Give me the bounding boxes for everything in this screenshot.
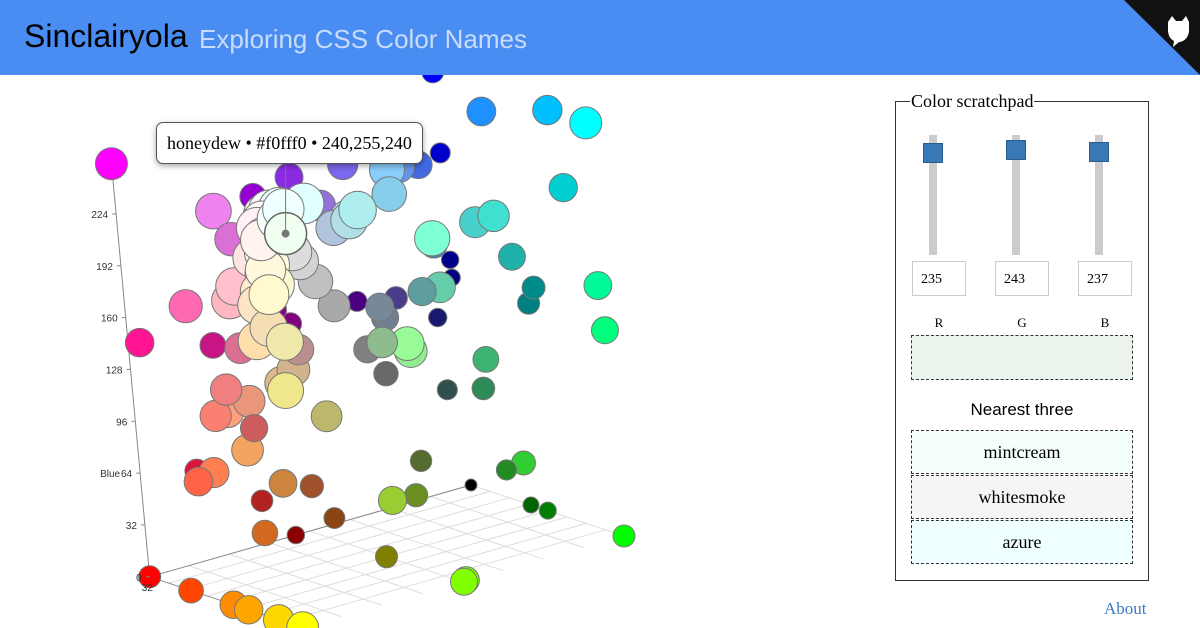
z-tick-label: 160	[101, 314, 118, 325]
nearest-color[interactable]: whitesmoke	[911, 475, 1133, 519]
color-point	[183, 466, 214, 497]
tooltip: honeydew • #f0fff0 • 240,255,240	[156, 122, 423, 164]
z-tick-label: 192	[96, 262, 113, 273]
color-swatch	[911, 335, 1133, 380]
color-point	[199, 331, 227, 359]
color-point	[583, 271, 613, 300]
color-point	[373, 361, 399, 387]
color-point	[477, 199, 510, 233]
color-point	[251, 519, 279, 547]
color-point	[404, 483, 429, 508]
green-tick-label: 32	[142, 583, 154, 594]
channel-label: G	[1017, 315, 1027, 330]
color-point	[195, 192, 232, 230]
color-point	[436, 379, 458, 401]
color-point	[323, 507, 346, 530]
nearest-title: Nearest three	[970, 400, 1074, 419]
color-point	[466, 96, 497, 127]
about-link[interactable]: About	[1104, 599, 1147, 618]
z-tick-label: 96	[116, 417, 128, 428]
slider-thumb[interactable]	[1006, 139, 1026, 160]
color-point	[521, 275, 546, 300]
color-point	[464, 478, 478, 492]
color-point	[429, 142, 451, 164]
z-tick-label: 64	[121, 469, 133, 480]
color-point	[548, 172, 578, 203]
color-point	[522, 496, 540, 514]
color-point	[268, 468, 298, 498]
color-point	[495, 459, 518, 481]
site-subtitle: Exploring CSS Color Names	[199, 24, 528, 54]
grid-line	[269, 542, 423, 595]
color-point	[299, 473, 324, 499]
color-point	[267, 372, 305, 410]
color-point	[471, 376, 496, 401]
slider-track	[929, 135, 937, 255]
color-point	[428, 307, 448, 328]
color-point	[440, 250, 460, 270]
color-point	[414, 220, 451, 257]
grid-line	[264, 522, 587, 616]
slider-thumb[interactable]	[1089, 142, 1109, 163]
nearest-color[interactable]: azure	[911, 520, 1133, 564]
color-point	[239, 414, 269, 443]
color-point	[124, 327, 155, 358]
color-point	[248, 274, 290, 316]
site-title[interactable]: Sinclairyola	[24, 18, 188, 54]
nearest-color[interactable]: mintcream	[911, 430, 1133, 474]
color-point	[371, 176, 408, 212]
color-point	[250, 489, 274, 513]
channel-input[interactable]: 237	[1078, 261, 1132, 296]
grid-line	[283, 529, 606, 623]
color-point	[94, 147, 128, 181]
header: Sinclairyola Exploring CSS Color Names	[0, 0, 1200, 75]
color-point	[310, 400, 343, 433]
color-point	[407, 277, 437, 307]
z-tick-label: 0	[136, 573, 142, 584]
color-point	[612, 524, 636, 548]
channel-label: B	[1100, 315, 1110, 330]
slider-thumb[interactable]	[923, 142, 943, 163]
color-point	[338, 190, 377, 230]
z-tick-label: 128	[106, 365, 123, 376]
grid-line	[245, 516, 568, 610]
color-point	[365, 292, 395, 322]
channel-input[interactable]: 235	[912, 261, 966, 296]
color-point	[178, 577, 204, 604]
color-point	[265, 322, 304, 361]
color-point	[366, 326, 398, 359]
grid-line	[228, 553, 383, 606]
axis-line	[110, 163, 151, 577]
z-tick-label: 224	[91, 210, 108, 221]
slider-track	[1095, 135, 1103, 255]
channel-label: R	[934, 315, 944, 330]
color-point	[233, 595, 264, 625]
z-tick-label: 32	[126, 521, 138, 532]
color-point	[538, 501, 557, 520]
scratchpad-title: Color scratchpad	[910, 91, 1035, 112]
color-point	[377, 485, 407, 515]
color-point	[590, 316, 619, 345]
color-point	[449, 567, 478, 596]
color-point	[317, 289, 351, 323]
color-point	[472, 345, 500, 373]
color-point	[375, 545, 399, 569]
channel-input[interactable]: 243	[995, 261, 1049, 296]
color-point	[498, 242, 526, 271]
color-point	[286, 525, 306, 545]
color-point	[569, 106, 603, 140]
color-point	[409, 449, 433, 473]
color-point	[209, 373, 243, 406]
axis-label: Blue	[100, 469, 120, 480]
github-corner[interactable]	[1124, 0, 1200, 75]
slider-track	[1012, 135, 1020, 255]
color-point	[168, 289, 203, 324]
color-point	[532, 94, 563, 126]
grid-line	[188, 565, 342, 618]
color-point	[421, 75, 444, 84]
